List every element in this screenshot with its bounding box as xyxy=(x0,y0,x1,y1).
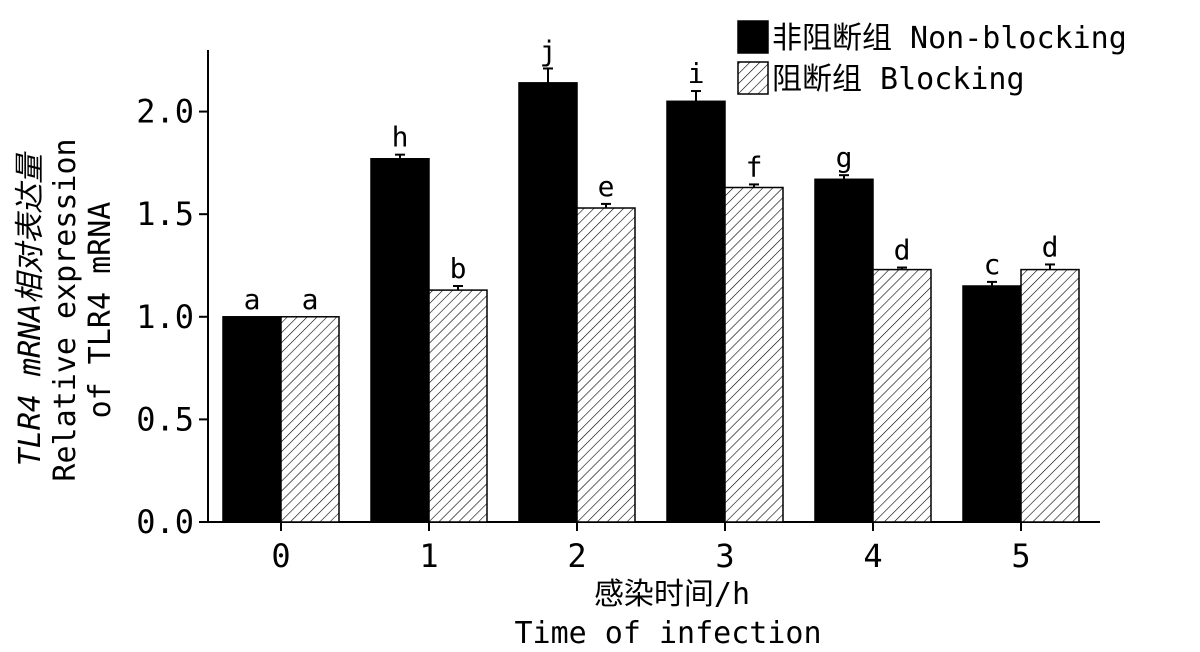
bar-non-blocking xyxy=(666,100,726,523)
legend: 非阻断组 Non-blocking 阻断组 Blocking xyxy=(737,20,1127,97)
x-tick-label: 3 xyxy=(715,537,734,575)
bar-blocking xyxy=(872,268,932,523)
bar-blocking xyxy=(1020,268,1080,523)
bar-non-blocking xyxy=(518,82,578,523)
bar-non-blocking xyxy=(222,316,282,523)
significance-label-blocking: f xyxy=(746,150,763,183)
significance-label-blocking: b xyxy=(450,252,467,285)
y-tick-label: 2.0 xyxy=(136,93,194,131)
bar-blocking xyxy=(428,289,488,523)
y-tick-label: 1.0 xyxy=(136,298,194,336)
bar-blocking xyxy=(280,316,340,523)
legend-swatch-blocking xyxy=(737,61,769,95)
x-axis-title-cn: 感染时间/h xyxy=(594,577,750,612)
significance-label-blocking: a xyxy=(302,283,319,316)
y-axis-title-line3: of TLR4 mRNA xyxy=(83,202,118,419)
x-tick-label: 1 xyxy=(419,537,438,575)
y-tick-label: 1.5 xyxy=(136,195,194,233)
bar-blocking xyxy=(576,207,636,523)
x-tick-label: 0 xyxy=(271,537,290,575)
significance-label-non-blocking: h xyxy=(392,121,409,154)
bar-non-blocking xyxy=(814,178,874,523)
legend-label-blocking: 阻断组 Blocking xyxy=(772,62,1025,97)
bar-non-blocking xyxy=(962,285,1022,523)
legend-swatch-non-blocking xyxy=(737,20,769,54)
chart-marks: a h j i g c a b e f d d xyxy=(222,34,1080,523)
significance-label-blocking: e xyxy=(598,170,615,203)
significance-label-non-blocking: a xyxy=(244,283,261,316)
y-tick-label: 0.0 xyxy=(136,503,194,541)
y-axis-title-line1: TLR4 mRNA相对表达量 xyxy=(13,151,48,467)
bar-non-blocking xyxy=(370,158,430,523)
x-tick-label: 5 xyxy=(1011,537,1030,575)
significance-label-non-blocking: c xyxy=(984,248,1001,281)
bar-blocking xyxy=(724,186,784,523)
x-axis-title-en: Time of infection xyxy=(514,616,821,651)
x-tick-label: 2 xyxy=(567,537,586,575)
significance-label-blocking: d xyxy=(894,234,911,267)
legend-label-non-blocking: 非阻断组 Non-blocking xyxy=(772,21,1127,56)
significance-label-blocking: d xyxy=(1042,230,1059,263)
y-axis-title-line2: Relative expression xyxy=(48,138,83,481)
y-tick-label: 0.5 xyxy=(136,400,194,438)
x-tick-label: 4 xyxy=(863,537,882,575)
significance-label-non-blocking: g xyxy=(836,141,853,174)
axes: 0.0 0.5 1.0 1.5 2.0 0 1 2 3 4 5 xyxy=(136,50,1100,575)
y-axis-title: TLR4 mRNA相对表达量 Relative expression of TL… xyxy=(13,138,118,481)
significance-label-non-blocking: j xyxy=(540,34,557,67)
significance-label-non-blocking: i xyxy=(688,57,705,90)
